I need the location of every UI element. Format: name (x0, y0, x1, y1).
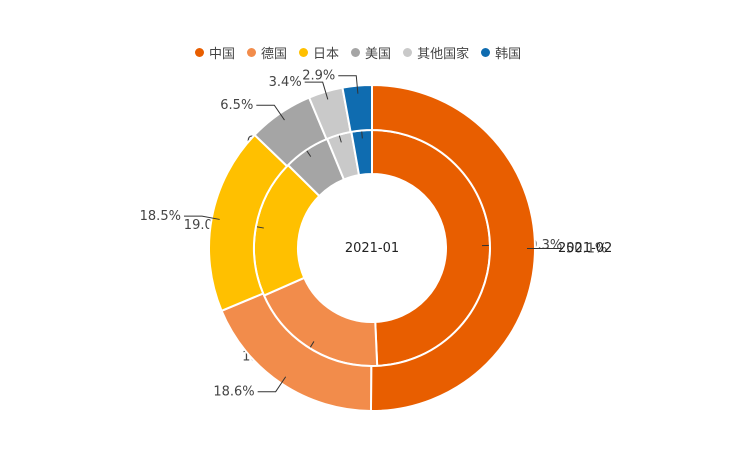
slice-2021-02-0[interactable] (369, 83, 536, 412)
data-label: 2.9% (302, 69, 335, 84)
series-name-label: 2021-02 (558, 241, 612, 256)
legend-label: 美国 (365, 47, 392, 62)
data-label: 3.4% (269, 75, 302, 90)
leader-line (338, 75, 359, 94)
leader-line (257, 376, 287, 393)
slice-2021-02-5[interactable] (341, 83, 373, 134)
legend-label: 中国 (209, 47, 236, 62)
legend-marker (403, 48, 413, 57)
legend-item[interactable]: 日本 (299, 43, 339, 62)
legend-label: 其他国家 (417, 47, 470, 62)
legend-label: 德国 (261, 47, 288, 62)
legend-item[interactable]: 其他国家 (403, 43, 469, 62)
legend-item[interactable]: 美国 (351, 43, 391, 62)
leader-line (256, 104, 285, 121)
legend-item[interactable]: 德国 (247, 43, 287, 62)
series-name-label: 2021-01 (345, 241, 399, 256)
data-label: 18.5% (140, 209, 181, 224)
legend-label: 韩国 (495, 47, 522, 62)
legend-marker (481, 48, 491, 57)
legend: 中国 德国 日本 美国 其他国家 韩国 (195, 43, 533, 62)
legend-item[interactable]: 中国 (195, 43, 235, 62)
legend-item[interactable]: 韩国 (481, 43, 521, 62)
legend-marker (247, 48, 257, 57)
data-label: 50.1% (566, 242, 607, 257)
data-label: 18.6% (213, 385, 254, 400)
legend-label: 日本 (313, 47, 340, 62)
leader-line (304, 81, 329, 100)
legend-marker (351, 48, 361, 57)
legend-marker (195, 48, 204, 57)
leader-line (183, 215, 220, 220)
legend-marker (299, 48, 309, 57)
data-label: 6.5% (220, 98, 253, 113)
